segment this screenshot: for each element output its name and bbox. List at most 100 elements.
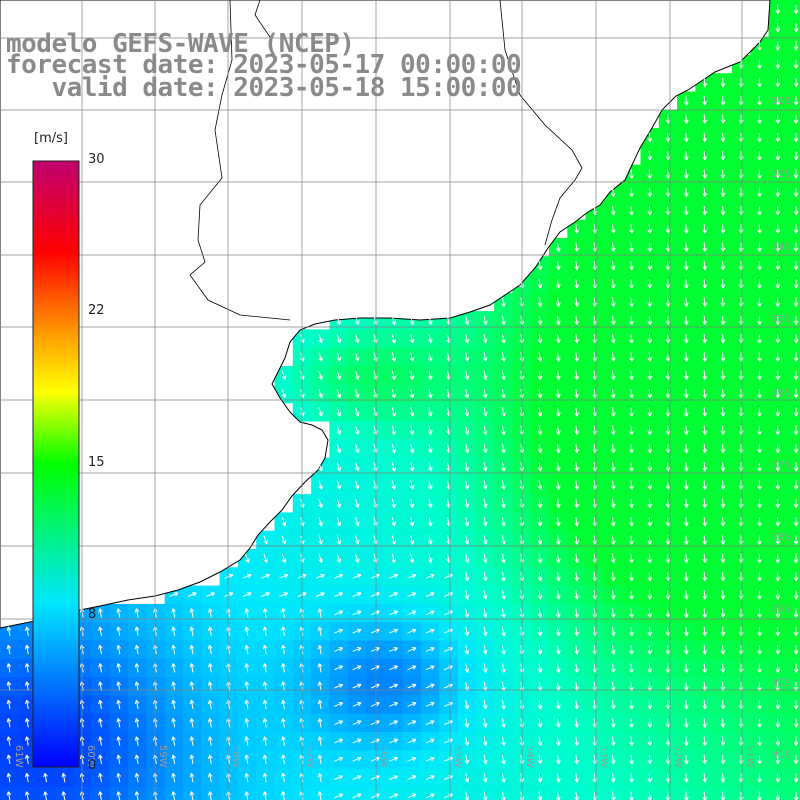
wind-arrow-head <box>757 247 761 252</box>
wind-arrow-head <box>647 174 651 179</box>
wind-arrow <box>575 279 578 289</box>
wind-cell <box>786 420 800 440</box>
wind-arrow-head <box>576 540 579 545</box>
wind-arrow <box>410 498 414 508</box>
wind-arrow-head <box>318 541 322 545</box>
wind-arrow-head <box>537 284 541 289</box>
wind-arrow <box>428 480 432 490</box>
wind-arrow-head <box>720 302 724 307</box>
wind-arrow-head <box>412 558 415 563</box>
wind-arrow-head <box>592 559 596 563</box>
wind-arrow-head <box>720 247 724 252</box>
longitude-label: 56W <box>378 745 389 768</box>
wind-arrow-head <box>537 485 541 490</box>
wind-arrow-head <box>738 430 742 435</box>
wind-arrow <box>391 462 396 472</box>
wind-arrow-head <box>647 449 651 454</box>
wind-arrow-head <box>574 357 578 362</box>
wind-arrow <box>446 480 450 490</box>
wind-arrow-head <box>722 558 726 563</box>
wind-arrow-head <box>629 247 633 252</box>
wind-arrow-head <box>556 412 560 417</box>
wind-arrow-head <box>757 229 761 234</box>
wind-arrow-head <box>629 266 633 271</box>
wind-arrow-head <box>665 485 669 490</box>
wind-arrow <box>428 407 432 417</box>
wind-arrow <box>703 370 706 380</box>
wind-arrow <box>279 592 288 597</box>
wind-arrow-head <box>521 375 525 380</box>
wind-arrow <box>648 279 651 289</box>
wind-arrow <box>318 388 323 398</box>
wind-arrow-head <box>649 430 653 435</box>
wind-arrow-head <box>503 540 506 545</box>
wind-arrow <box>612 242 615 252</box>
wind-arrow-head <box>722 577 726 582</box>
wind-arrow <box>740 535 742 545</box>
wind-arrow-head <box>795 119 799 124</box>
wind-arrow-head <box>775 9 779 14</box>
land-mask <box>0 0 771 629</box>
valid-date: valid date: 2023-05-18 15:00:00 <box>51 73 522 103</box>
wind-arrow <box>593 334 596 344</box>
wind-arrow <box>630 443 633 453</box>
wind-cell <box>786 18 800 38</box>
wind-arrow-head <box>430 540 433 545</box>
wind-arrow <box>648 425 651 435</box>
wind-arrow <box>630 553 633 563</box>
wind-arrow <box>410 462 414 472</box>
wind-arrow-head <box>704 394 707 399</box>
wind-arrow <box>667 535 669 545</box>
wind-arrow <box>355 425 359 435</box>
wind-arrow-head <box>649 522 653 527</box>
wind-arrow-head <box>428 467 432 472</box>
wind-arrow-head <box>592 412 596 417</box>
wind-arrow <box>428 315 432 325</box>
wind-arrow-head <box>629 174 633 179</box>
wind-arrow-head <box>482 559 487 563</box>
wind-arrow <box>667 553 669 563</box>
wind-arrow <box>740 297 742 307</box>
wind-arrow <box>355 443 359 453</box>
wind-arrow <box>446 388 450 398</box>
wind-arrow-head <box>430 357 433 362</box>
wind-arrow <box>685 114 688 124</box>
wind-arrow-head <box>574 595 578 600</box>
wind-arrow-head <box>537 540 541 545</box>
wind-arrow <box>538 443 542 453</box>
wind-arrow-head <box>720 339 724 344</box>
wind-arrow-head <box>318 376 322 380</box>
wind-cell <box>786 183 800 202</box>
wind-arrow <box>612 425 615 435</box>
wind-arrow-head <box>540 522 543 527</box>
wind-arrow-head <box>738 394 742 399</box>
wind-arrow-head <box>722 247 726 252</box>
wind-cell <box>585 786 605 800</box>
wind-arrow-head <box>321 558 323 563</box>
wind-arrow-head <box>704 540 707 545</box>
wind-arrow <box>722 462 724 472</box>
wind-arrow <box>483 443 487 453</box>
wind-arrow-head <box>375 320 378 325</box>
wind-arrow-head <box>284 393 287 398</box>
wind-arrow-head <box>631 595 634 600</box>
wind-arrow-head <box>357 503 360 508</box>
wind-arrow-head <box>485 595 488 600</box>
wind-arrow-head <box>501 577 505 582</box>
wind-arrow-head <box>722 320 726 325</box>
wind-arrow-head <box>354 376 359 380</box>
wind-arrow-head <box>649 192 653 197</box>
wind-arrow-head <box>336 412 341 417</box>
wind-arrow <box>425 574 435 579</box>
wind-arrow <box>538 279 542 289</box>
wind-arrow <box>336 388 341 398</box>
wind-arrow-head <box>613 357 616 362</box>
wind-arrow-head <box>482 339 487 344</box>
wind-arrow <box>648 242 651 252</box>
wind-arrow-head <box>482 522 487 527</box>
wind-arrow-head <box>720 485 724 490</box>
wind-arrow <box>722 260 724 270</box>
wind-arrow <box>648 334 651 344</box>
wind-arrow-head <box>537 266 541 271</box>
wind-arrow-head <box>759 137 762 142</box>
